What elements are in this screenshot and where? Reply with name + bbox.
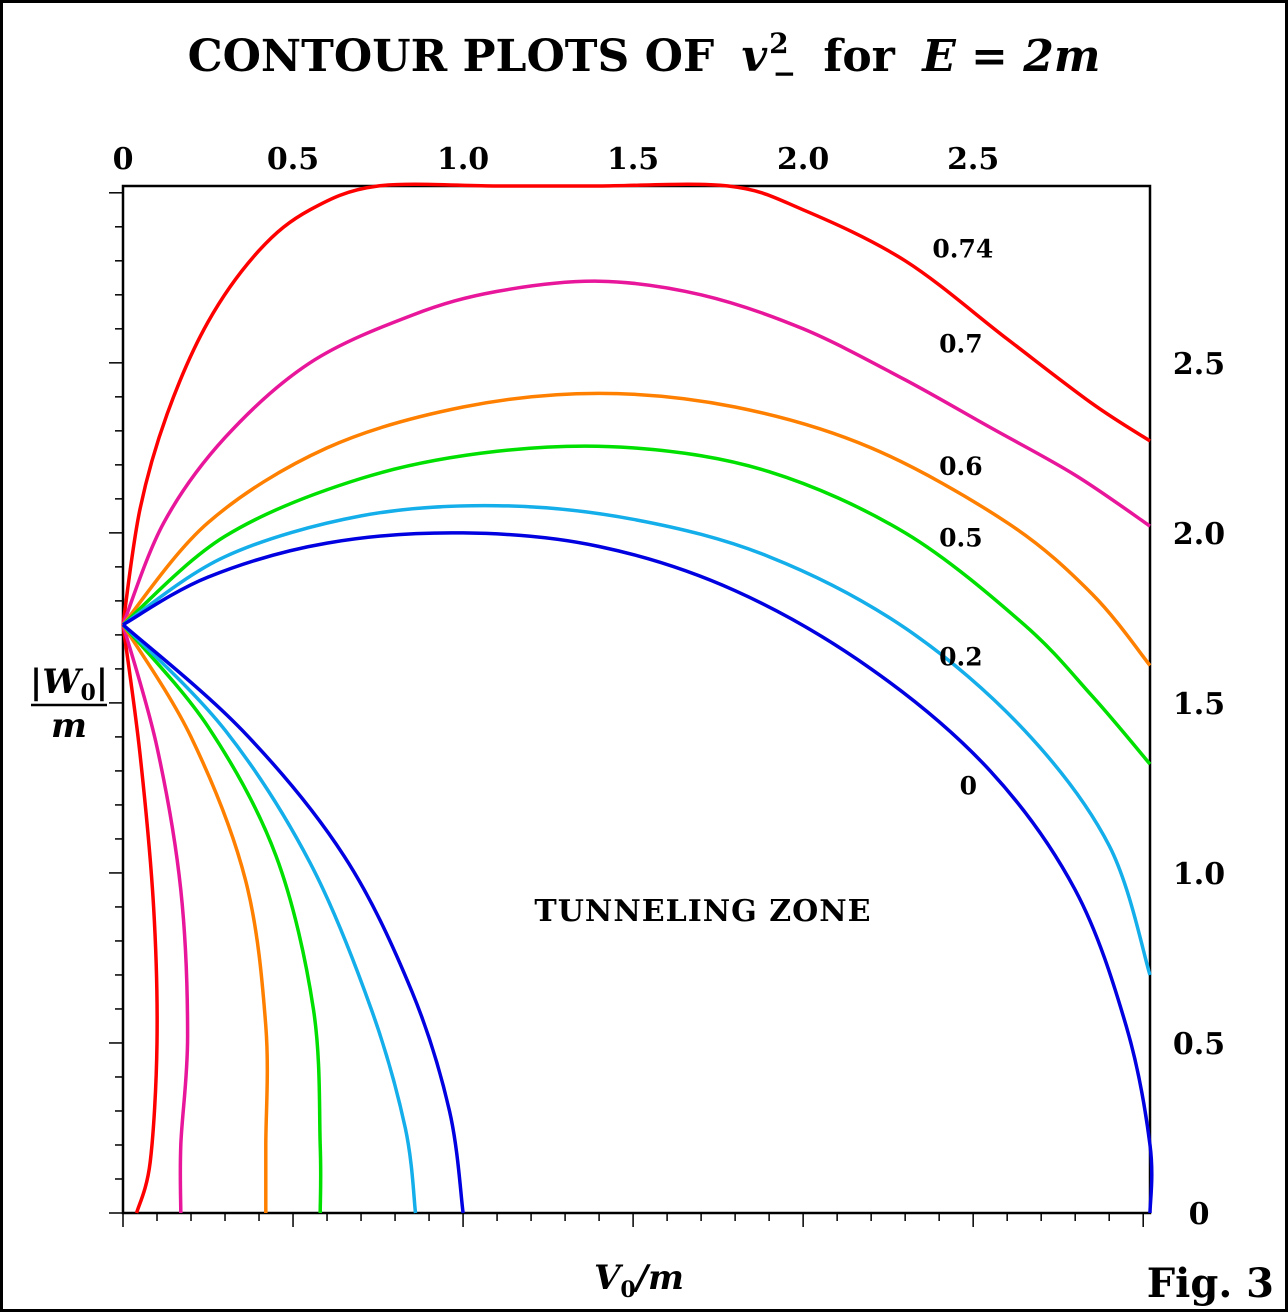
figure-number-label: Fig. 3 — [1147, 1260, 1274, 1307]
contour-0-6-upper-branch — [121, 391, 1152, 667]
contour-label-0-7: 0.7 — [939, 330, 983, 359]
title-prefix: CONTOUR PLOTS OF — [188, 31, 715, 82]
contour-0-2-upper-branch — [122, 503, 1152, 976]
title-variable: v — [742, 31, 768, 82]
y-axis-label: |W0| m — [30, 662, 108, 746]
y-tick-label: 2.5 — [1173, 347, 1225, 382]
y-tick-label: 2.0 — [1173, 517, 1225, 552]
contour-0-upper-branch — [122, 531, 1154, 1214]
y-tick-label: 1.0 — [1173, 857, 1225, 892]
contour-0-6-lower-branch — [121, 623, 270, 1213]
plot-area: 0 0.5 1.0 1.5 2.0 2.5 0 0.5 1.0 1.5 2.0 2.5 0.74 0.7 0… — [109, 142, 1225, 1232]
x-label-main: V — [594, 1258, 624, 1298]
chart-title: CONTOUR PLOTS OF v2− for E = 2m — [188, 27, 1101, 94]
y-tick-label: 0 — [1189, 1197, 1210, 1232]
contour-0-lower-branch — [121, 623, 465, 1214]
y-label-denominator: m — [51, 706, 87, 746]
x-tick-label: 1.5 — [607, 142, 659, 177]
x-tick-label: 2.0 — [777, 142, 829, 177]
y-label-num-sub: 0 — [80, 680, 95, 706]
title-equation: E = 2m — [920, 31, 1100, 82]
contour-0-5-upper-branch — [121, 444, 1152, 766]
x-label-rest: /m — [633, 1258, 684, 1298]
contour-0-74-upper-branch — [121, 182, 1151, 625]
contour-chart: CONTOUR PLOTS OF v2− for E = 2m 0 0.5 1.0 1… — [30, 27, 1274, 1307]
contour-0-7-lower-branch — [121, 624, 190, 1214]
contour-0-74-lower-branch — [121, 624, 159, 1214]
contour-label-0-6: 0.6 — [939, 452, 983, 481]
contour-0-5-lower-branch — [121, 623, 323, 1214]
x-tick-label: 2.5 — [947, 142, 999, 177]
x-tick-label: 0 — [113, 142, 134, 177]
contour-label-0-2: 0.2 — [939, 642, 983, 671]
x-tick-label: 0.5 — [267, 142, 319, 177]
x-tick-label: 1.0 — [437, 142, 489, 177]
x-label-sub: 0 — [620, 1277, 635, 1303]
y-label-num-main: |W — [30, 662, 83, 702]
x-axis-label: V0/m — [594, 1258, 684, 1303]
tunneling-zone-label: TUNNELING ZONE — [534, 894, 871, 929]
contour-0-7-upper-branch — [121, 279, 1151, 626]
title-superscript: 2 — [769, 27, 788, 60]
title-middle: for — [823, 31, 895, 82]
contour-0-2-lower-branch — [121, 623, 418, 1214]
y-tick-label: 1.5 — [1173, 687, 1225, 722]
title-subscript: − — [773, 57, 796, 90]
contour-label-0-5: 0.5 — [939, 523, 983, 552]
contour-label-0: 0 — [960, 772, 977, 801]
y-label-num-end: | — [96, 662, 108, 702]
y-tick-label: 0.5 — [1173, 1027, 1225, 1062]
y-label-numerator: |W0| — [30, 662, 108, 706]
contour-label-0-74: 0.74 — [932, 234, 993, 263]
